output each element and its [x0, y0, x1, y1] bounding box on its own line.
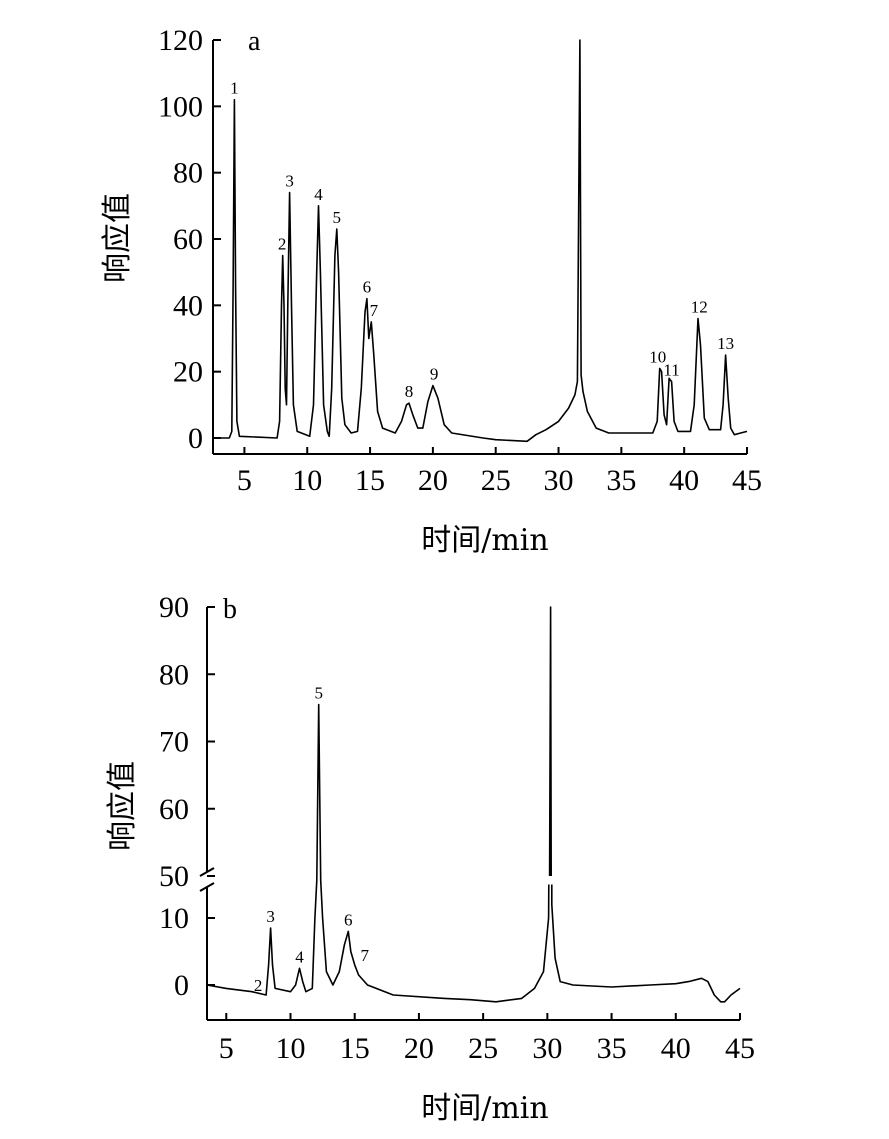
panel-a-y-tick-label: 80 [173, 157, 203, 190]
chart-panel-b: b 时间/min 响应值 5 10 15 20 25 30 35 40 450105060708… [105, 591, 755, 1126]
panel-a-y-tick-label: 40 [173, 289, 203, 322]
panel-a-peak-label: 11 [663, 361, 679, 380]
panel-a-peak-label: 12 [691, 298, 708, 317]
panel-a-y-tick-label: 120 [158, 24, 203, 57]
panel-b-y-tick-label: 50 [159, 860, 189, 893]
panel-b-peak-label: 7 [360, 946, 369, 965]
panel-a-x-tick-label: 40 [669, 464, 699, 497]
panel-b-x-tick-label: 5 [219, 1032, 234, 1065]
panel-a-y-tick-label: 20 [173, 356, 203, 389]
panel-a-peak-label: 5 [333, 208, 342, 227]
panel-a-peak-label: 7 [370, 301, 379, 320]
panel-a-x-tick-label: 10 [292, 464, 322, 497]
panel-a-peak-label: 13 [717, 334, 734, 353]
panel-a-label: a [248, 26, 261, 57]
panel-a-peak-label: 9 [430, 365, 439, 384]
panel-b-axis-break-mark [199, 882, 215, 892]
panel-a-y-axis-title: 响应值 [100, 193, 135, 283]
panel-b-y-tick-label: 70 [159, 726, 189, 759]
panel-a-x-axis-title: 时间/min [421, 523, 548, 558]
panel-b-peak-label: 4 [295, 947, 304, 966]
panel-a-peak-label: 8 [405, 382, 414, 401]
chart-panel-a: a 时间/min 响应值 5 10 15 20 25 30 35 40 450204060801… [100, 24, 762, 558]
panel-a-peak-label: 4 [314, 185, 323, 204]
panel-b-peak-label: 5 [314, 684, 323, 703]
panel-b-x-tick-label: 25 [468, 1032, 498, 1065]
panel-a-x-tick-label: 15 [355, 464, 385, 497]
panel-b-x-tick-label: 20 [404, 1032, 434, 1065]
panel-a-peak-label: 3 [285, 172, 294, 191]
panel-b-chromatogram-trace [206, 606, 741, 1003]
panel-b-x-tick-label: 35 [597, 1032, 627, 1065]
panel-b-x-tick-label: 15 [340, 1032, 370, 1065]
panel-a-x-tick-label: 5 [237, 464, 252, 497]
panel-a-y-tick-label: 100 [158, 90, 203, 123]
panel-b-peak-label: 3 [266, 907, 275, 926]
panel-b-y-tick-label: 60 [159, 793, 189, 826]
panel-a-peak-label: 6 [363, 278, 372, 297]
panel-b-peak-label: 2 [254, 976, 263, 995]
panel-b-x-axis-title: 时间/min [421, 1091, 548, 1126]
panel-b-axis-break-mark [199, 867, 215, 877]
panel-a-chromatogram-trace [213, 39, 748, 443]
panel-b-x-tick-label: 30 [532, 1032, 562, 1065]
panel-b-y-axis-title: 响应值 [105, 761, 140, 851]
panel-a-x-tick-label: 35 [606, 464, 636, 497]
panel-b-y-tick-label: 90 [159, 591, 189, 624]
panel-a-peak-label: 2 [278, 235, 287, 254]
panel-b-label: b [223, 594, 237, 625]
panel-b-peak-label: 6 [344, 910, 353, 929]
panel-b-x-tick-label: 40 [661, 1032, 691, 1065]
panel-a-x-tick-label: 25 [481, 464, 511, 497]
panel-a-y-tick-label: 0 [188, 422, 203, 455]
panel-a-peak-label: 1 [230, 79, 239, 98]
panel-a-x-tick-label: 30 [544, 464, 574, 497]
panel-a-peak-label: 10 [649, 347, 666, 366]
panel-a-y-tick-label: 60 [173, 223, 203, 256]
panel-b-x-tick-label: 45 [725, 1032, 755, 1065]
panel-b-x-tick-label: 10 [275, 1032, 305, 1065]
panel-b-y-tick-label: 80 [159, 658, 189, 691]
panel-b-y-tick-label: 10 [159, 902, 189, 935]
panel-a-x-tick-label: 45 [732, 464, 762, 497]
panel-b-y-tick-label: 0 [174, 969, 189, 1002]
panel-a-x-tick-label: 20 [418, 464, 448, 497]
